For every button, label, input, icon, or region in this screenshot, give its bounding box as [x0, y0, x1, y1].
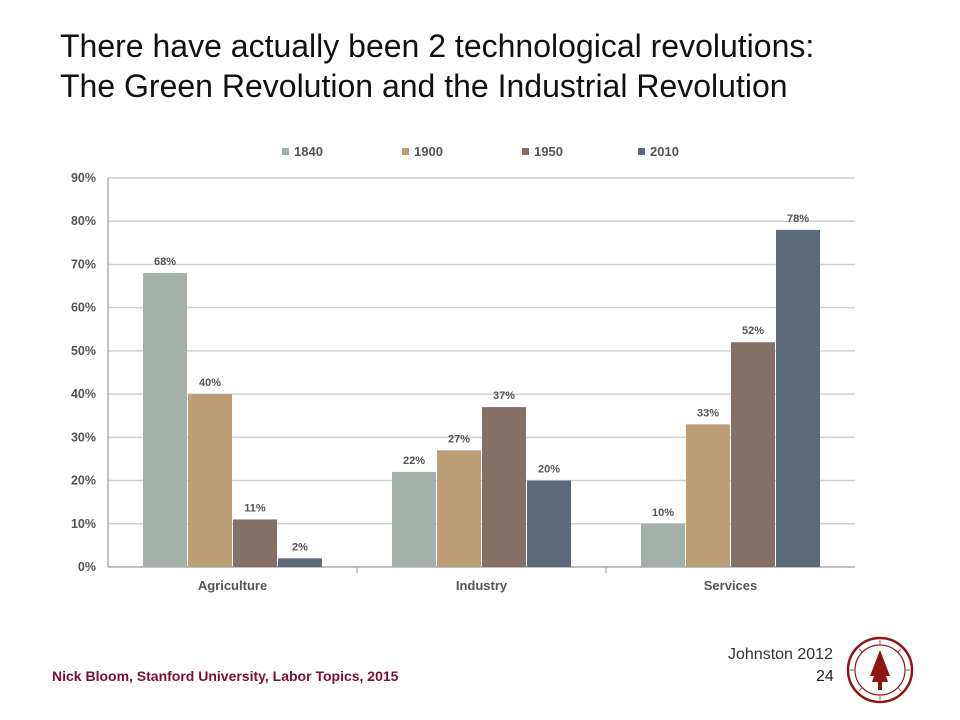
y-tick-label: 30% [71, 430, 96, 444]
data-label: 37% [493, 390, 515, 402]
data-label: 40% [199, 377, 221, 389]
stanford-seal-logo [846, 636, 914, 704]
legend-swatch-1900 [402, 148, 409, 155]
data-label: 20% [538, 464, 560, 476]
y-tick-label: 90% [71, 171, 96, 185]
slide-title-line-1: There have actually been 2 technological… [60, 28, 815, 64]
legend-label: 1950 [534, 144, 563, 159]
y-tick-label: 50% [71, 344, 96, 358]
legend-swatch-1950 [522, 148, 529, 155]
legend-swatch-1840 [282, 148, 289, 155]
y-tick-label: 80% [71, 214, 96, 228]
legend-label: 1900 [414, 144, 443, 159]
x-category-label: Industry [456, 578, 508, 593]
data-label: 11% [244, 502, 266, 514]
legend-label: 1840 [294, 144, 323, 159]
slide-title-line-2: The Green Revolution and the Industrial … [60, 68, 788, 104]
y-tick-label: 20% [71, 474, 96, 488]
bar-services-1900 [686, 424, 730, 567]
y-tick-label: 70% [71, 257, 96, 271]
bar-services-1840 [641, 523, 685, 567]
bar-industry-1950 [482, 407, 526, 567]
bar-agriculture-2010 [278, 558, 322, 567]
bar-industry-1900 [437, 450, 481, 567]
data-label: 10% [652, 507, 674, 519]
footer-credit: Nick Bloom, Stanford University, Labor T… [52, 668, 399, 684]
legend-swatch-2010 [638, 148, 645, 155]
data-label: 78% [787, 213, 809, 225]
data-label: 52% [742, 325, 764, 337]
y-tick-label: 40% [71, 387, 96, 401]
slide-title: There have actually been 2 technological… [60, 26, 940, 106]
data-label: 22% [403, 455, 425, 467]
data-label: 33% [697, 407, 719, 419]
data-label: 2% [292, 541, 308, 553]
x-category-label: Agriculture [198, 578, 267, 593]
data-label: 68% [154, 256, 176, 268]
source-citation: Johnston 2012 [728, 646, 833, 663]
x-category-label: Services [704, 578, 758, 593]
y-tick-label: 10% [71, 517, 96, 531]
bar-agriculture-1900 [188, 394, 232, 567]
page-number: 24 [816, 668, 834, 685]
bar-agriculture-1950 [233, 519, 277, 567]
data-label: 27% [448, 433, 470, 445]
y-tick-label: 0% [78, 560, 96, 574]
bar-industry-2010 [527, 480, 571, 567]
bar-agriculture-1840 [143, 273, 187, 567]
legend-label: 2010 [650, 144, 679, 159]
bar-services-2010 [776, 229, 820, 567]
y-tick-label: 60% [71, 301, 96, 315]
bar-industry-1840 [392, 471, 436, 567]
bar-chart: 0% 10% 20% 30% 40% 50% 60% 70% 80% 90% 68% 40% 11% 2%… [71, 144, 855, 593]
bar-services-1950 [731, 342, 775, 567]
